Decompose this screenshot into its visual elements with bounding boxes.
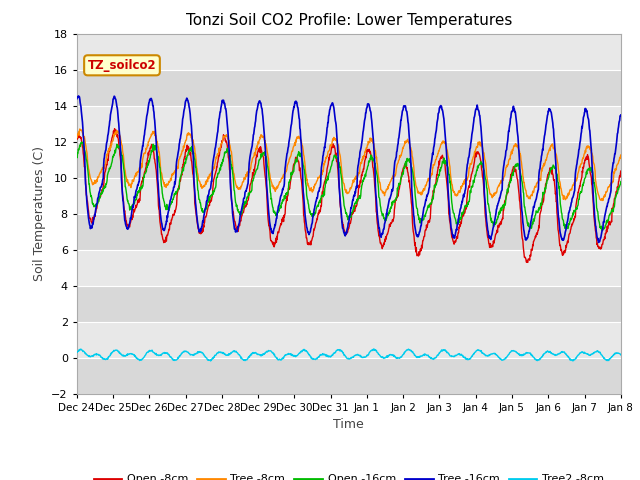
- Legend: Open -8cm, Tree -8cm, Open -16cm, Tree -16cm, Tree2 -8cm: Open -8cm, Tree -8cm, Open -16cm, Tree -…: [89, 470, 609, 480]
- Bar: [77, 286, 621, 322]
- Text: TZ_soilco2: TZ_soilco2: [88, 59, 156, 72]
- X-axis label: Time: Time: [333, 418, 364, 431]
- Title: Tonzi Soil CO2 Profile: Lower Temperatures: Tonzi Soil CO2 Profile: Lower Temperatur…: [186, 13, 512, 28]
- Bar: [77, 250, 621, 286]
- Bar: [77, 322, 621, 358]
- Bar: [77, 142, 621, 178]
- Bar: [77, 178, 621, 214]
- Bar: [77, 214, 621, 250]
- Y-axis label: Soil Temperatures (C): Soil Temperatures (C): [33, 146, 45, 281]
- Bar: [77, 358, 621, 394]
- Bar: [77, 34, 621, 70]
- Bar: [77, 70, 621, 106]
- Bar: [77, 106, 621, 142]
